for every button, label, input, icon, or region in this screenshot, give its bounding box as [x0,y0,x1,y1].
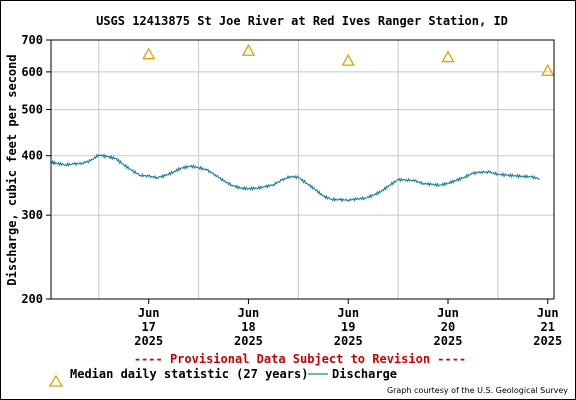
provisional-notice: ---- Provisional Data Subject to Revisio… [134,352,466,366]
x-tick-label: Jun [537,306,559,320]
y-axis-label: Discharge, cubic feet per second [5,54,19,285]
x-tick-label: 2025 [334,334,363,348]
x-tick-label: Jun [138,306,160,320]
x-tick-label: 2025 [234,334,263,348]
median-point [341,53,355,66]
plot-area-border [50,39,555,300]
y-tick-label: 200 [21,292,43,306]
y-tick-label: 700 [21,33,43,47]
legend-discharge-label: Discharge [332,367,397,381]
median-point [142,47,156,60]
median-legend-triangle-icon [48,374,64,387]
y-axis-ticks: 200 300 400 500 600 700 [21,33,51,306]
x-axis-ticks: Jun172025Jun182025Jun192025Jun202025Jun2… [134,299,562,348]
y-tick-label: 600 [21,65,43,79]
x-tick-label: Jun [337,306,359,320]
x-tick-label: 17 [141,320,155,334]
series-layer [50,43,555,203]
legend: Median daily statistic (27 years) Discha… [48,367,397,387]
x-tick-label: 20 [441,320,455,334]
x-tick-label: 2025 [134,334,163,348]
credit-text: Graph courtesy of the U.S. Geological Su… [387,386,568,395]
chart-title: USGS 12413875 St Joe River at Red Ives R… [96,14,508,28]
discharge-line [50,153,540,203]
x-tick-label: 21 [541,320,555,334]
x-tick-label: 19 [341,320,355,334]
y-tick-label: 300 [21,208,43,222]
median-point [441,50,455,63]
median-point [541,63,555,76]
x-tick-label: 2025 [434,334,463,348]
y-tick-label: 400 [21,149,43,163]
x-tick-label: Jun [437,306,459,320]
x-tick-label: 2025 [533,334,562,348]
gridlines [51,40,554,299]
legend-median-label: Median daily statistic (27 years) [70,367,308,381]
median-point [241,43,256,56]
x-tick-label: 18 [241,320,255,334]
x-tick-label: Jun [238,306,260,320]
y-tick-label: 500 [21,103,43,117]
